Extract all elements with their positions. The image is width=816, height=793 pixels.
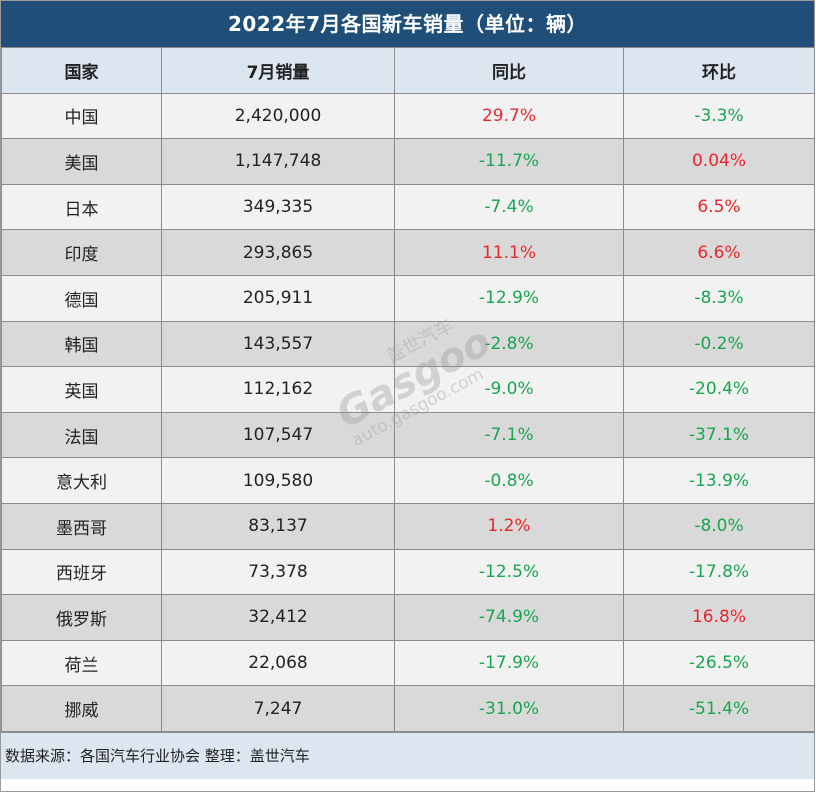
cell-sales: 112,162	[161, 366, 395, 413]
cell-sales: 1,147,748	[161, 138, 395, 185]
cell-mom: -51.4%	[623, 685, 815, 732]
table-row: 日本 349,335 -7.4% 6.5%	[1, 183, 815, 231]
cell-yoy: -17.9%	[394, 639, 624, 687]
cell-mom: -13.9%	[623, 457, 815, 504]
cell-country: 西班牙	[1, 548, 162, 596]
cell-sales: 7,247	[161, 685, 395, 732]
cell-yoy: -74.9%	[394, 594, 624, 641]
cell-yoy: -12.5%	[394, 548, 624, 596]
table-row: 意大利 109,580 -0.8% -13.9%	[1, 457, 815, 504]
header-country: 国家	[1, 47, 162, 94]
cell-mom: -26.5%	[623, 639, 815, 687]
cell-country: 荷兰	[1, 639, 162, 687]
table-row: 美国 1,147,748 -11.7% 0.04%	[1, 138, 815, 185]
cell-mom: -3.3%	[623, 92, 815, 140]
cell-yoy: 29.7%	[394, 92, 624, 140]
cell-sales: 22,068	[161, 639, 395, 687]
table-row: 俄罗斯 32,412 -74.9% 16.8%	[1, 594, 815, 641]
cell-mom: -37.1%	[623, 411, 815, 459]
cell-country: 德国	[1, 274, 162, 322]
cell-mom: -20.4%	[623, 366, 815, 413]
cell-mom: -8.0%	[623, 502, 815, 550]
table-row: 荷兰 22,068 -17.9% -26.5%	[1, 639, 815, 687]
source-note: 数据来源：各国汽车行业协会 整理：盖世汽车	[1, 731, 814, 779]
cell-mom: -0.2%	[623, 320, 815, 368]
table-row: 英国 112,162 -9.0% -20.4%	[1, 366, 815, 413]
cell-country: 韩国	[1, 320, 162, 368]
cell-country: 意大利	[1, 457, 162, 504]
cell-sales: 73,378	[161, 548, 395, 596]
cell-mom: -8.3%	[623, 274, 815, 322]
cell-sales: 83,137	[161, 502, 395, 550]
cell-sales: 205,911	[161, 274, 395, 322]
cell-mom: 6.6%	[623, 229, 815, 276]
cell-yoy: -7.1%	[394, 411, 624, 459]
table-title: 2022年7月各国新车销量（单位：辆）	[1, 1, 814, 47]
cell-mom: -17.8%	[623, 548, 815, 596]
table-row: 中国 2,420,000 29.7% -3.3%	[1, 92, 815, 140]
table-row: 挪威 7,247 -31.0% -51.4%	[1, 685, 815, 732]
cell-yoy: 11.1%	[394, 229, 624, 276]
cell-yoy: -0.8%	[394, 457, 624, 504]
cell-sales: 2,420,000	[161, 92, 395, 140]
cell-sales: 143,557	[161, 320, 395, 368]
cell-yoy: -12.9%	[394, 274, 624, 322]
cell-country: 日本	[1, 183, 162, 231]
cell-yoy: -11.7%	[394, 138, 624, 185]
cell-mom: 0.04%	[623, 138, 815, 185]
cell-mom: 6.5%	[623, 183, 815, 231]
cell-sales: 109,580	[161, 457, 395, 504]
table-row: 西班牙 73,378 -12.5% -17.8%	[1, 548, 815, 596]
cell-sales: 32,412	[161, 594, 395, 641]
cell-yoy: -7.4%	[394, 183, 624, 231]
cell-country: 墨西哥	[1, 502, 162, 550]
cell-yoy: -31.0%	[394, 685, 624, 732]
table-row: 韩国 143,557 -2.8% -0.2%	[1, 320, 815, 368]
cell-country: 法国	[1, 411, 162, 459]
header-yoy: 同比	[394, 47, 624, 94]
cell-sales: 293,865	[161, 229, 395, 276]
table-row: 印度 293,865 11.1% 6.6%	[1, 229, 815, 276]
cell-country: 印度	[1, 229, 162, 276]
cell-mom: 16.8%	[623, 594, 815, 641]
cell-sales: 349,335	[161, 183, 395, 231]
cell-yoy: -2.8%	[394, 320, 624, 368]
cell-yoy: 1.2%	[394, 502, 624, 550]
cell-country: 中国	[1, 92, 162, 140]
sales-table: 国家 7月销量 同比 环比 中国 2,420,000 29.7% -3.3% 美国 1,1…	[1, 47, 815, 732]
header-row: 国家 7月销量 同比 环比	[1, 47, 815, 94]
cell-country: 英国	[1, 366, 162, 413]
cell-country: 美国	[1, 138, 162, 185]
header-mom: 环比	[623, 47, 815, 94]
cell-country: 挪威	[1, 685, 162, 732]
table-row: 法国 107,547 -7.1% -37.1%	[1, 411, 815, 459]
table-row: 墨西哥 83,137 1.2% -8.0%	[1, 502, 815, 550]
cell-country: 俄罗斯	[1, 594, 162, 641]
cell-sales: 107,547	[161, 411, 395, 459]
table-row: 德国 205,911 -12.9% -8.3%	[1, 274, 815, 322]
cell-yoy: -9.0%	[394, 366, 624, 413]
table-body: 中国 2,420,000 29.7% -3.3% 美国 1,147,748 -11.7% 0.…	[1, 92, 815, 732]
header-sales: 7月销量	[161, 47, 395, 94]
